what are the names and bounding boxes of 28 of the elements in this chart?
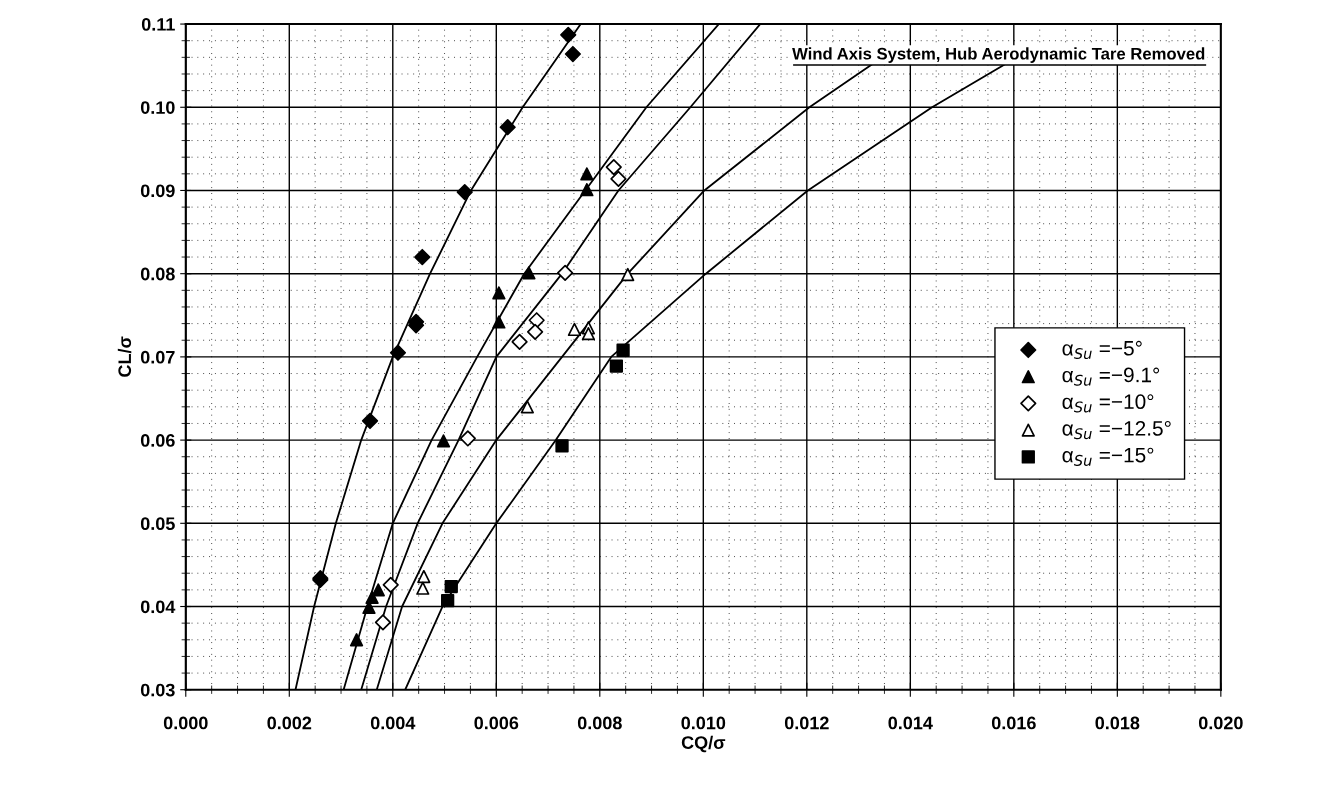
x-tick-label: 0.020 (1198, 716, 1243, 730)
y-tick-label: 0.10 (140, 101, 175, 114)
annotation: Wind Axis System, Hub Aerodynamic Tare Removed (792, 47, 1205, 63)
y-tick-label: 0.11 (141, 17, 175, 31)
x-tick-label: 0.010 (681, 716, 726, 730)
y-tick-label: 0.04 (140, 600, 176, 614)
legend-label: α$_{Su}$ =−5° (1062, 340, 1142, 360)
legend-label: α$_{Su}$ =−12.5° (1062, 421, 1171, 440)
x-tick-label: 0.000 (163, 716, 208, 730)
y-tick-label: 0.03 (140, 683, 175, 697)
y-tick-label: 0.07 (140, 350, 175, 364)
x-tick-label: 0.006 (474, 716, 519, 730)
y-tick-label: 0.08 (140, 267, 175, 281)
x-tick-label: 0.018 (1095, 716, 1140, 730)
x-tick-label: 0.008 (577, 716, 622, 730)
y-tick-label: 0.05 (140, 517, 175, 531)
x-tick-label: 0.004 (370, 716, 416, 730)
x-axis-title: CQ/σ (681, 735, 726, 753)
y-axis-title: CL/σ (117, 336, 132, 377)
x-tick-label: 0.014 (888, 716, 933, 730)
x-tick-label: 0.012 (784, 716, 829, 730)
x-tick-label: 0.002 (267, 716, 312, 730)
x-tick-label: 0.016 (991, 716, 1036, 730)
legend-label: α$_{Su}$ =−15° (1062, 447, 1154, 466)
y-tick-label: 0.06 (140, 434, 175, 447)
y-tick-label: 0.09 (140, 184, 175, 198)
legend-label: α$_{Su}$ =−9.1° (1062, 367, 1160, 386)
legend-label: α$_{Su}$ =−10° (1062, 394, 1154, 413)
